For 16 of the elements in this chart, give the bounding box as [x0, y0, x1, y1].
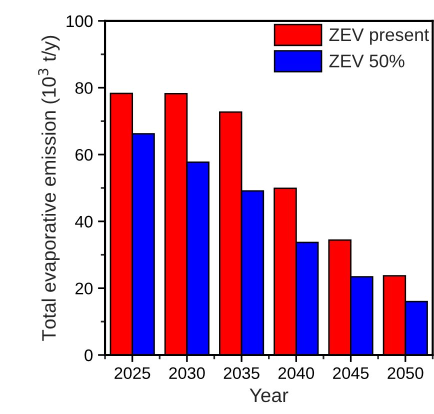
x-tick-label: 2025 [114, 367, 150, 380]
legend-label: ZEV 50% [329, 54, 404, 68]
legend-label: ZEV present [329, 28, 429, 45]
x-tick-label: 2040 [278, 367, 314, 380]
y-tick-label: 40 [75, 216, 93, 228]
y-tick-label: 20 [76, 282, 93, 294]
x-tick-label: 2035 [224, 367, 260, 380]
x-axis-title: Year [250, 388, 288, 402]
y-axis-title: Total evaporative emission (10$^{3}$ t/y) [38, 36, 60, 341]
y-tick-label: 100 [66, 15, 93, 28]
x-tick-label: 2045 [333, 367, 369, 380]
y-tick-label: 80 [75, 82, 93, 94]
x-tick-label: 2030 [169, 367, 205, 380]
y-tick-label: 0 [84, 349, 93, 362]
y-tick-label: 60 [76, 148, 93, 161]
x-tick-label: 2050 [388, 367, 424, 380]
